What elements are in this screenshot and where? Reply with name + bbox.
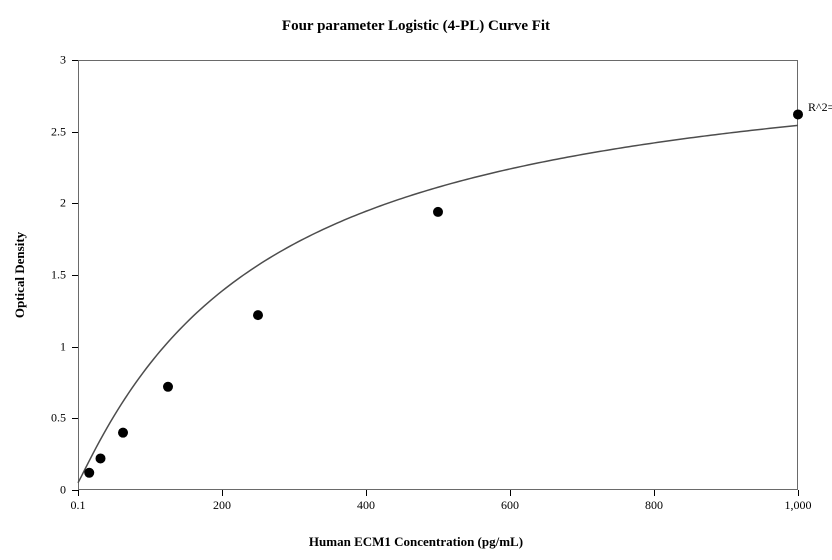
fit-curve [78, 125, 798, 482]
plot-svg [78, 60, 798, 490]
x-tick-label: 0.1 [71, 498, 86, 513]
x-tick-mark [78, 490, 79, 496]
chart-title: Four parameter Logistic (4-PL) Curve Fit [0, 18, 832, 35]
y-tick-label: 2.5 [0, 124, 66, 139]
y-tick-mark [72, 60, 78, 61]
y-tick-mark [72, 347, 78, 348]
data-point [433, 207, 443, 217]
y-tick-label: 0 [0, 483, 66, 498]
x-tick-mark [366, 490, 367, 496]
y-tick-label: 1.5 [0, 268, 66, 283]
chart-container: Four parameter Logistic (4-PL) Curve Fit… [0, 0, 832, 560]
x-tick-mark [798, 490, 799, 496]
y-tick-mark [72, 418, 78, 419]
y-tick-label: 1 [0, 339, 66, 354]
x-tick-mark [510, 490, 511, 496]
data-point [118, 428, 128, 438]
x-tick-label: 800 [645, 498, 663, 513]
data-point [84, 468, 94, 478]
data-point [96, 453, 106, 463]
y-tick-label: 3 [0, 53, 66, 68]
x-tick-label: 600 [501, 498, 519, 513]
x-tick-label: 200 [213, 498, 231, 513]
r-squared-annotation: R^2=0.9999 [808, 100, 832, 115]
y-tick-mark [72, 132, 78, 133]
y-tick-mark [72, 275, 78, 276]
y-tick-label: 2 [0, 196, 66, 211]
x-axis-label: Human ECM1 Concentration (pg/mL) [0, 534, 832, 550]
x-tick-mark [654, 490, 655, 496]
x-tick-label: 400 [357, 498, 375, 513]
data-point [253, 310, 263, 320]
data-point [793, 109, 803, 119]
data-point [163, 382, 173, 392]
y-tick-label: 0.5 [0, 411, 66, 426]
plot-area: R^2=0.9999 [78, 60, 798, 490]
x-tick-label: 1,000 [785, 498, 812, 513]
y-tick-mark [72, 203, 78, 204]
x-tick-mark [222, 490, 223, 496]
